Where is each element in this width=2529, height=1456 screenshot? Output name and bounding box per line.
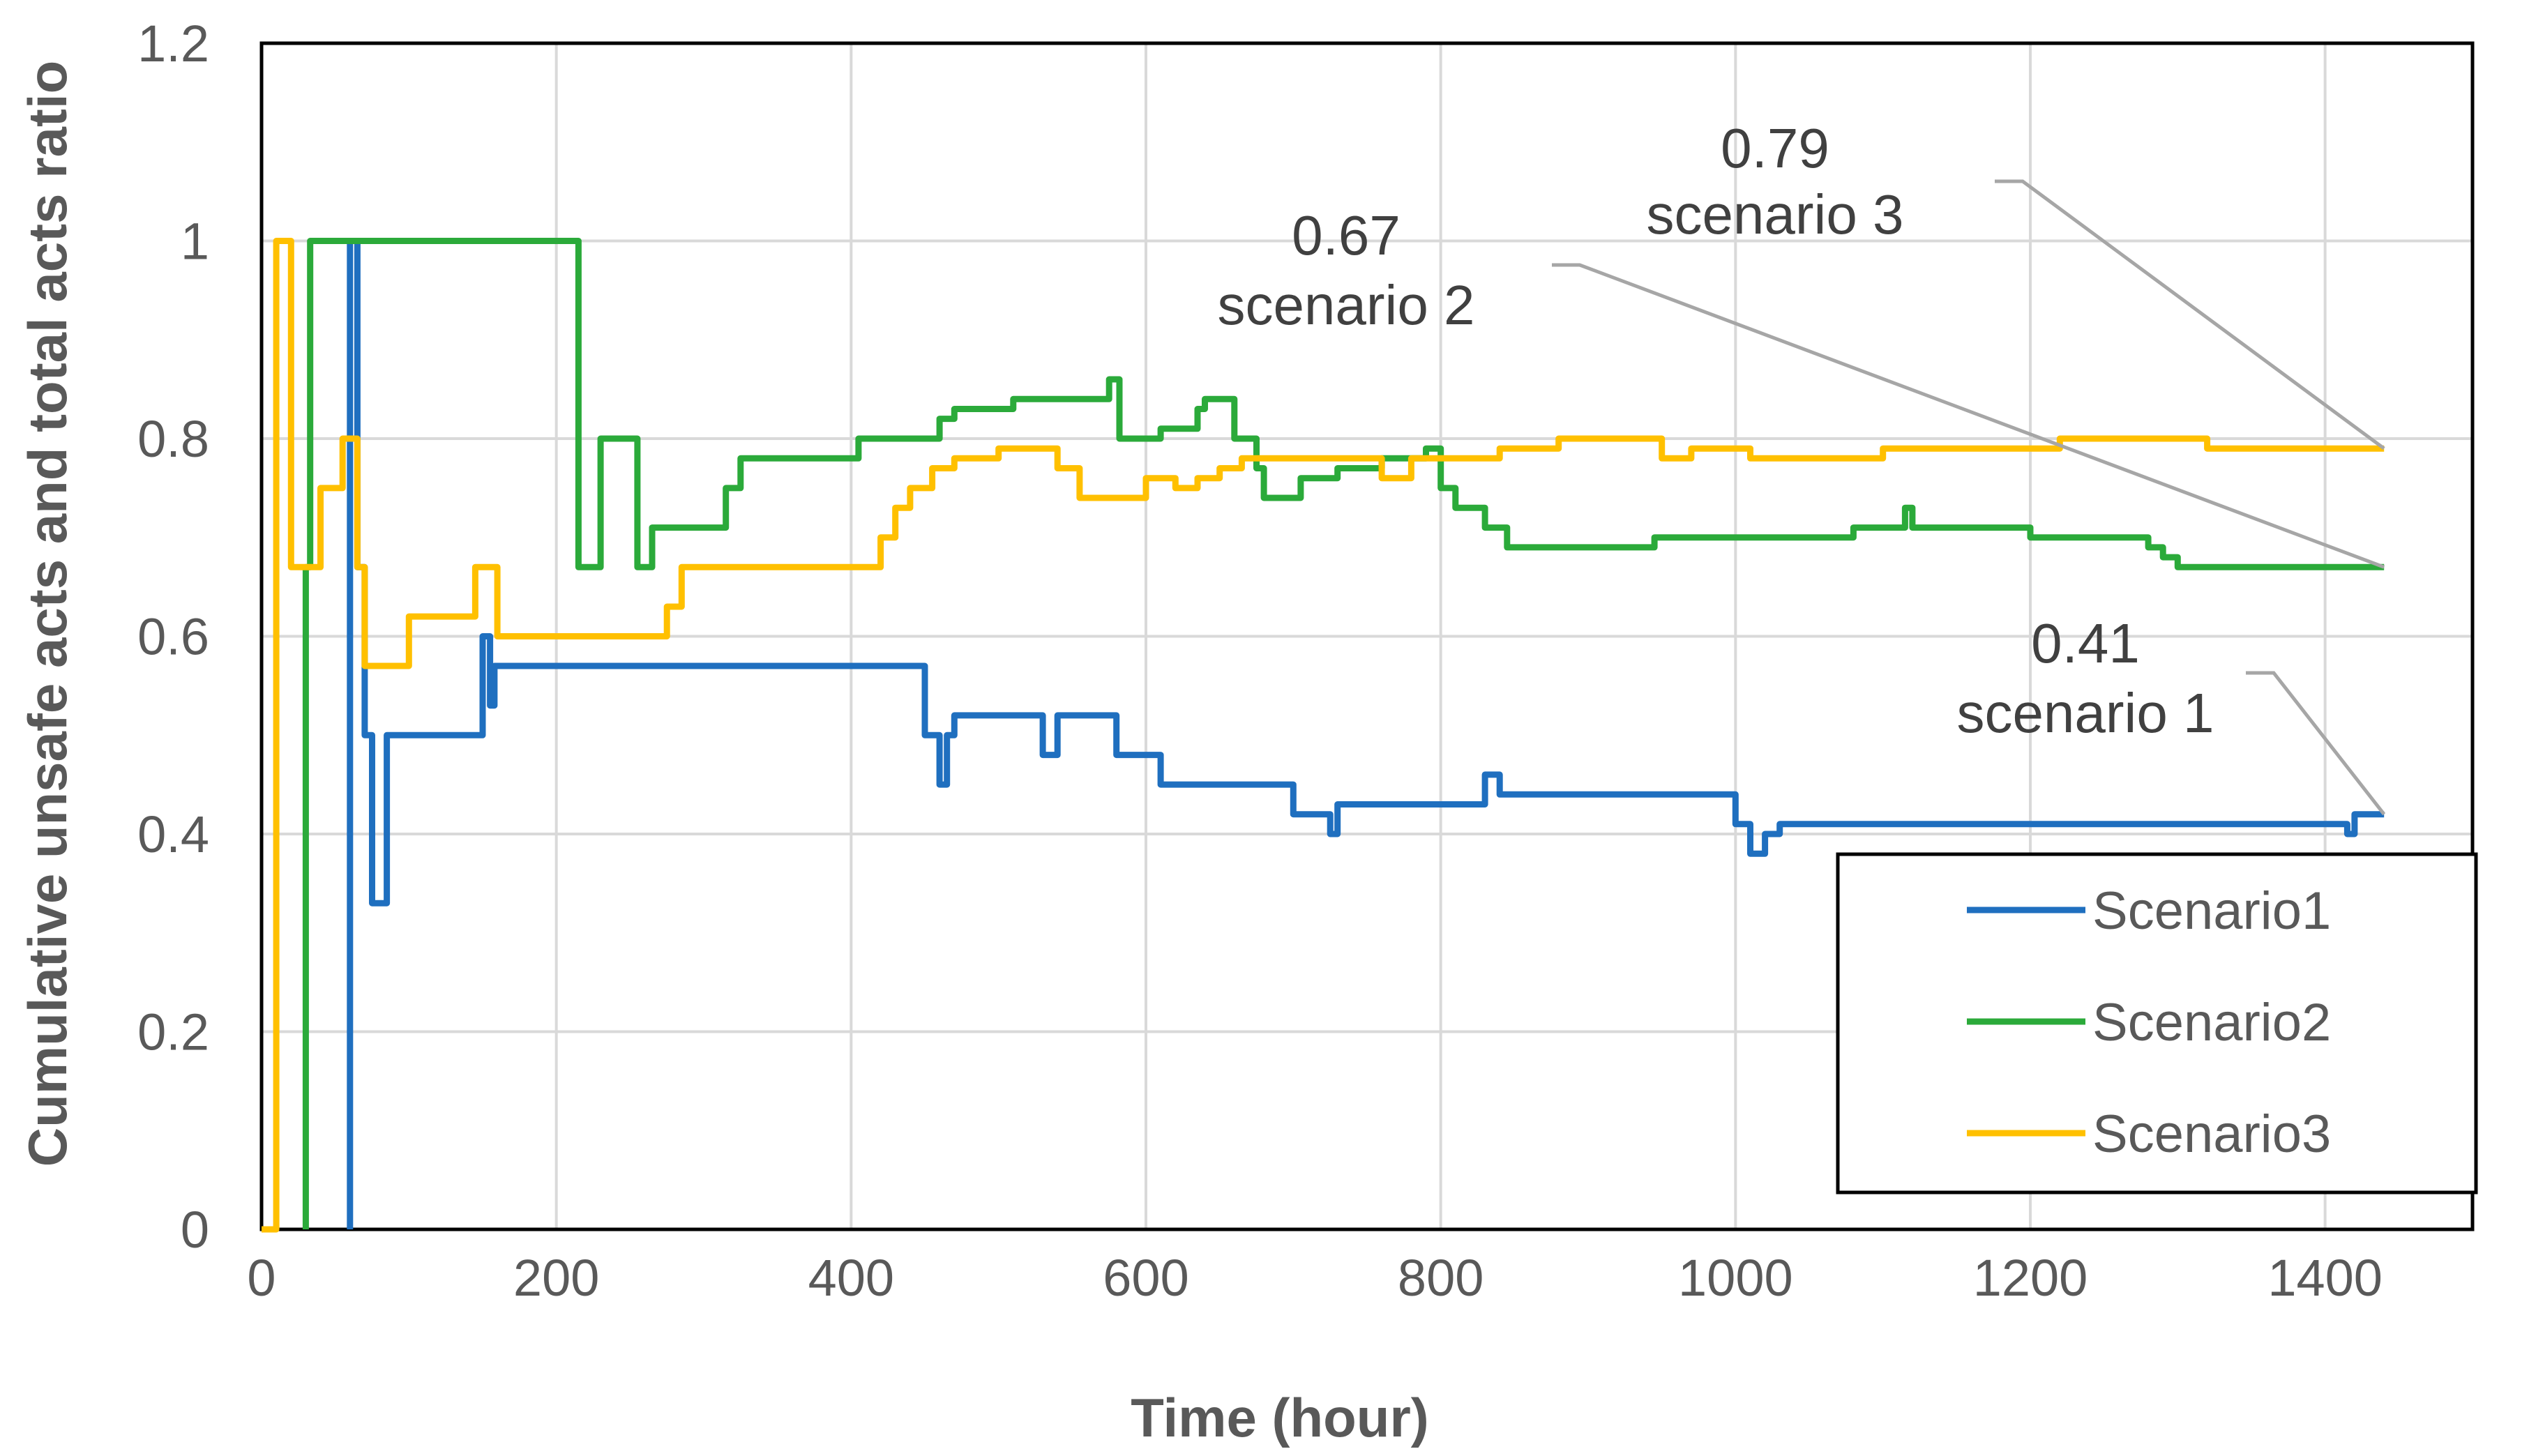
callout-value: 0.67 (1292, 204, 1401, 266)
x-tick-label: 800 (1398, 1249, 1484, 1307)
x-tick-label: 1000 (1678, 1249, 1793, 1307)
x-tick-label: 400 (808, 1249, 894, 1307)
plot-area-border (259, 41, 2475, 1231)
x-axis-ticks: 0 200 400 600 800 1000 1200 1400 (247, 1249, 2383, 1307)
y-tick-label: 0 (181, 1201, 209, 1259)
callout-label: scenario 2 (1217, 274, 1474, 336)
y-tick-label: 1.2 (137, 15, 209, 73)
legend-label: Scenario3 (2092, 1105, 2331, 1164)
callout-leader-line (1552, 263, 2385, 569)
y-axis-ticks: 0 0.2 0.4 0.6 0.8 1 1.2 (137, 15, 209, 1259)
callout-value: 0.79 (1721, 117, 1829, 179)
legend-label: Scenario2 (2092, 993, 2331, 1052)
legend: Scenario1 Scenario2 Scenario3 (1836, 852, 2478, 1195)
legend-label: Scenario1 (2092, 881, 2331, 941)
y-tick-label: 0.2 (137, 1003, 209, 1061)
series-line-scenario2 (302, 238, 2385, 1229)
x-axis-label: Time (hour) (1131, 1387, 1429, 1448)
legend-box (1836, 852, 2478, 1195)
callout-label: scenario 1 (1956, 682, 2214, 744)
callout-leader-line (1995, 179, 2385, 450)
series-line-scenario3 (262, 238, 2385, 1233)
x-tick-label: 200 (513, 1249, 599, 1307)
x-tick-label: 0 (247, 1249, 275, 1307)
y-tick-label: 1 (181, 213, 209, 271)
x-tick-label: 1400 (2267, 1249, 2383, 1307)
callout-value: 0.41 (2031, 612, 2140, 674)
x-tick-label: 600 (1103, 1249, 1188, 1307)
y-tick-label: 0.4 (137, 805, 209, 863)
series-line-scenario1 (347, 238, 2385, 1229)
callout-label: scenario 3 (1646, 183, 1903, 245)
y-tick-label: 0.6 (137, 608, 209, 666)
series-layer (262, 238, 2385, 1233)
y-axis-label: Cumulative unsafe acts and total acts ra… (17, 61, 78, 1167)
callout-leader-line (2246, 671, 2386, 816)
x-tick-label: 1200 (1973, 1249, 2088, 1307)
y-tick-label: 0.8 (137, 410, 209, 468)
